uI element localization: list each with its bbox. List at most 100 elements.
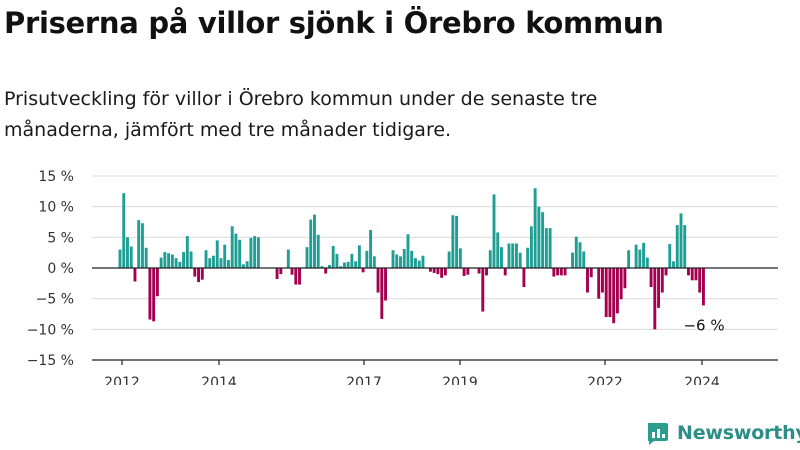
bar xyxy=(148,268,152,320)
bar xyxy=(679,213,683,268)
y-tick-label: 15 % xyxy=(38,169,74,185)
y-tick-label: −15 % xyxy=(27,353,74,369)
bar xyxy=(402,248,406,268)
bar xyxy=(395,254,399,268)
bar xyxy=(361,268,365,273)
bar xyxy=(518,252,522,268)
bar xyxy=(619,268,623,300)
bar xyxy=(309,219,313,268)
bar-chart-icon xyxy=(648,423,668,445)
bar xyxy=(357,245,361,268)
bar xyxy=(219,258,223,268)
bar xyxy=(331,245,335,268)
newsworthy-logo: Newsworthy xyxy=(645,418,800,448)
bar xyxy=(615,268,619,314)
bar xyxy=(223,244,227,268)
bar xyxy=(159,257,163,268)
bar xyxy=(286,249,290,268)
bar xyxy=(185,236,189,268)
bar xyxy=(208,258,212,268)
bar xyxy=(634,244,638,268)
bar xyxy=(683,225,687,268)
bar xyxy=(279,268,283,275)
bar xyxy=(294,268,298,285)
bar xyxy=(144,247,148,268)
bar xyxy=(586,268,589,293)
bar xyxy=(668,244,672,268)
bar xyxy=(563,268,567,276)
bar xyxy=(350,253,354,268)
bar xyxy=(455,215,459,268)
bar xyxy=(384,268,387,301)
bar xyxy=(507,243,511,268)
bar xyxy=(129,246,133,268)
bar xyxy=(155,268,159,297)
y-tick-label: 10 % xyxy=(38,200,74,216)
bar xyxy=(163,252,167,268)
bar xyxy=(305,247,309,268)
bar xyxy=(443,268,447,276)
bar xyxy=(582,251,586,268)
bar xyxy=(541,212,545,268)
bar xyxy=(428,268,432,272)
bar xyxy=(197,268,200,283)
bar xyxy=(698,268,702,293)
x-tick-label: 2024 xyxy=(684,375,720,385)
bar xyxy=(657,268,661,308)
bar xyxy=(675,225,679,268)
bar xyxy=(462,268,466,276)
y-tick-label: −5 % xyxy=(36,292,74,308)
page-title: Priserna på villor sjönk i Örebro kommun xyxy=(4,6,664,40)
bar xyxy=(492,194,496,268)
bar xyxy=(690,268,694,281)
last-value-annotation: −6 % xyxy=(683,316,724,334)
bar xyxy=(290,268,294,275)
bar xyxy=(327,264,331,268)
bar xyxy=(204,250,208,268)
bar xyxy=(140,223,144,268)
bar xyxy=(451,215,455,268)
bar xyxy=(230,226,234,268)
bar xyxy=(627,250,631,268)
bar xyxy=(552,268,556,277)
bar xyxy=(477,268,481,274)
bar xyxy=(526,247,530,268)
bar xyxy=(137,220,141,268)
bar xyxy=(488,250,492,268)
bar xyxy=(417,260,421,268)
bar xyxy=(500,247,503,268)
bar xyxy=(421,255,425,268)
bar xyxy=(170,254,174,268)
bar xyxy=(556,268,560,276)
bar xyxy=(178,261,182,268)
bar xyxy=(466,268,470,275)
y-tick-label: 5 % xyxy=(47,230,74,246)
x-tick-label: 2017 xyxy=(346,375,382,385)
bar xyxy=(638,249,642,268)
bar xyxy=(324,268,328,274)
bar xyxy=(275,268,279,280)
bar xyxy=(537,206,541,268)
bar xyxy=(399,256,402,268)
bar xyxy=(227,260,230,268)
bar xyxy=(623,268,627,289)
bar xyxy=(320,266,324,268)
bar xyxy=(414,258,417,268)
y-tick-label: 0 % xyxy=(47,261,74,277)
bar xyxy=(376,268,380,293)
bar xyxy=(701,268,705,306)
bar xyxy=(354,261,358,268)
bar xyxy=(391,250,395,268)
bar xyxy=(182,252,186,268)
bar xyxy=(571,252,574,268)
bar xyxy=(574,236,578,268)
bar xyxy=(241,264,245,268)
bar xyxy=(511,243,515,268)
bar xyxy=(522,268,526,288)
bar xyxy=(189,251,193,268)
x-tick-label: 2012 xyxy=(104,375,140,385)
bar xyxy=(645,257,649,268)
bar xyxy=(342,262,346,268)
x-tick-label: 2014 xyxy=(201,375,237,385)
bar xyxy=(335,253,339,268)
